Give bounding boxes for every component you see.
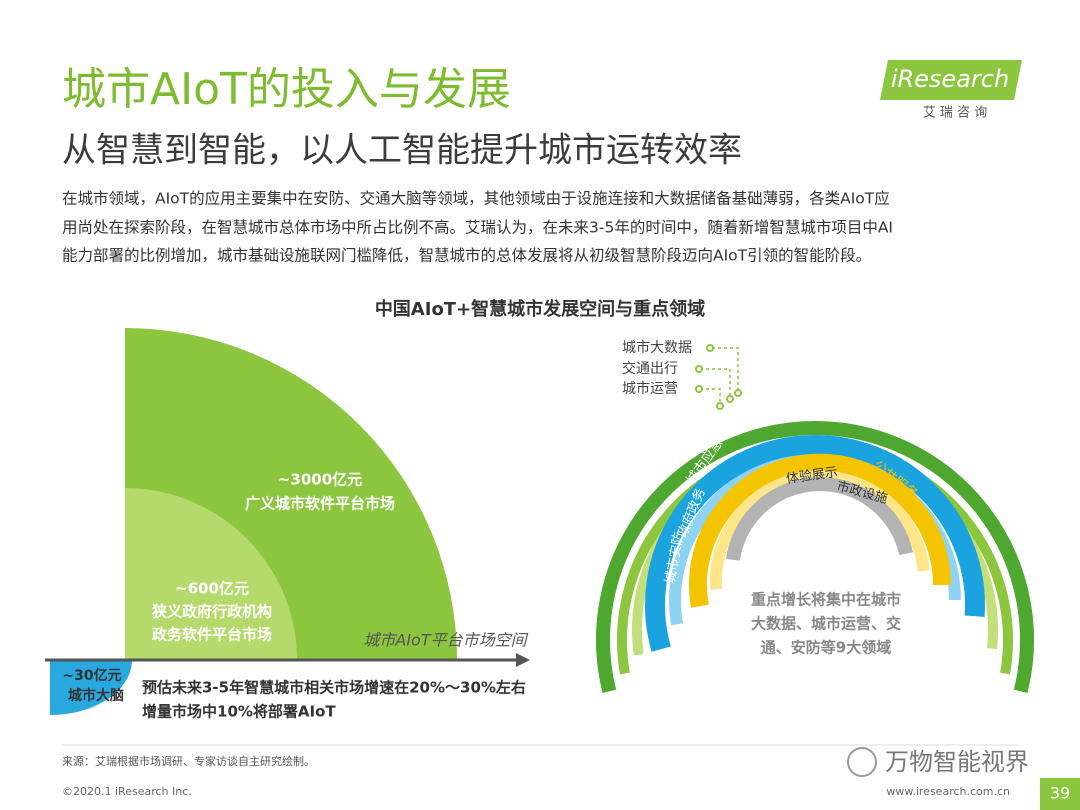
source: 来源：艾瑞根据市场调研、专家访谈自主研究绘制。 (62, 754, 315, 768)
copyright: ©2020.1 iResearch Inc. (62, 785, 192, 798)
summary: 重点增长将集中在城市 大数据、城市运营、交 通、安防等9大领域 (751, 591, 901, 657)
callouts: 城市大数据 交通出行 城市运营 (622, 339, 692, 397)
core-amount: ~30亿元 (62, 667, 121, 684)
diagram-title: 中国AIoT+智慧城市发展空间与重点领域 (375, 298, 705, 320)
intro: 在城市领域，AIoT的应用主要集中在安防、交通大脑等领域，其他领域由于设施连接和… (62, 189, 893, 265)
axis-label: 城市AIoT平台市场空间 (363, 631, 528, 650)
callout: 城市运营 (622, 380, 678, 397)
axis-arrow (516, 653, 530, 667)
page-number: 39 (1050, 784, 1070, 803)
watermark-icon (847, 747, 877, 777)
callout-dot (716, 402, 724, 410)
callout: 城市大数据 (622, 339, 692, 356)
watermark: 万物智能视界 (885, 748, 1029, 776)
outer-amount: ~3000亿元 (278, 471, 362, 489)
logo-brand: iResearch (891, 65, 1009, 93)
rings (596, 421, 1034, 693)
title: 城市AIoT的投入与发展 (62, 64, 511, 115)
callout-dot (695, 365, 703, 373)
intro-line: 用尚处在探索阶段，在智慧城市总体市场中所占比例不高。艾瑞认为，在未来3-5年的时… (62, 219, 893, 237)
summary-line: 重点增长将集中在城市 (751, 591, 901, 609)
callout-line (700, 368, 731, 398)
core-market (50, 660, 132, 715)
inner-label: 狭义政府行政机构 (151, 603, 272, 621)
core-label: 城市大脑 (68, 687, 124, 704)
callout-dot (734, 389, 742, 397)
ring (725, 477, 913, 561)
outer-label: 广义城市软件平台市场 (245, 495, 395, 513)
ring (596, 421, 1034, 693)
inner-label: 政务软件平台市场 (152, 626, 272, 644)
summary-line: 通、安防等9大领域 (761, 639, 891, 657)
callout-dot (695, 385, 703, 393)
callout-dots (695, 344, 742, 410)
callout-dot (706, 344, 714, 352)
callout-lines (700, 347, 739, 405)
subtitle: 从智慧到智能，以人工智能提升城市运转效率 (62, 131, 742, 171)
callout: 交通出行 (622, 360, 678, 377)
intro-line: 能力部署的比例增加，城市基础设施联网门槛降低，智慧城市的总体发展将从初级智慧阶段… (62, 247, 871, 265)
callout-line (712, 347, 739, 392)
inner-amount: ~600亿元 (175, 580, 249, 598)
callout-dot (726, 395, 734, 403)
summary-line: 大数据、城市运营、交 (751, 615, 901, 633)
left-labels: ~3000亿元 广义城市软件平台市场 ~600亿元 狭义政府行政机构 政务软件平… (151, 471, 395, 644)
page-badge (1040, 778, 1080, 810)
ring (645, 434, 985, 652)
logo-badge (880, 60, 1022, 100)
callout-line (700, 388, 721, 405)
ring (689, 453, 952, 608)
url: www.iresearch.com.cn (886, 785, 1010, 798)
note: 预估未来3-5年智慧城市相关市场增速在20%～30%左右 (142, 679, 526, 697)
logo-tagline: 艾 瑞 咨 询 (923, 106, 987, 121)
ring (710, 470, 930, 590)
ring-label: 体验展示 (785, 464, 839, 487)
note: 增量市场中10%将部署AIoT (142, 703, 336, 721)
intro-line: 在城市领域，AIoT的应用主要集中在安防、交通大脑等领域，其他领域由于设施连接和… (62, 189, 890, 208)
inner-market (125, 488, 297, 660)
